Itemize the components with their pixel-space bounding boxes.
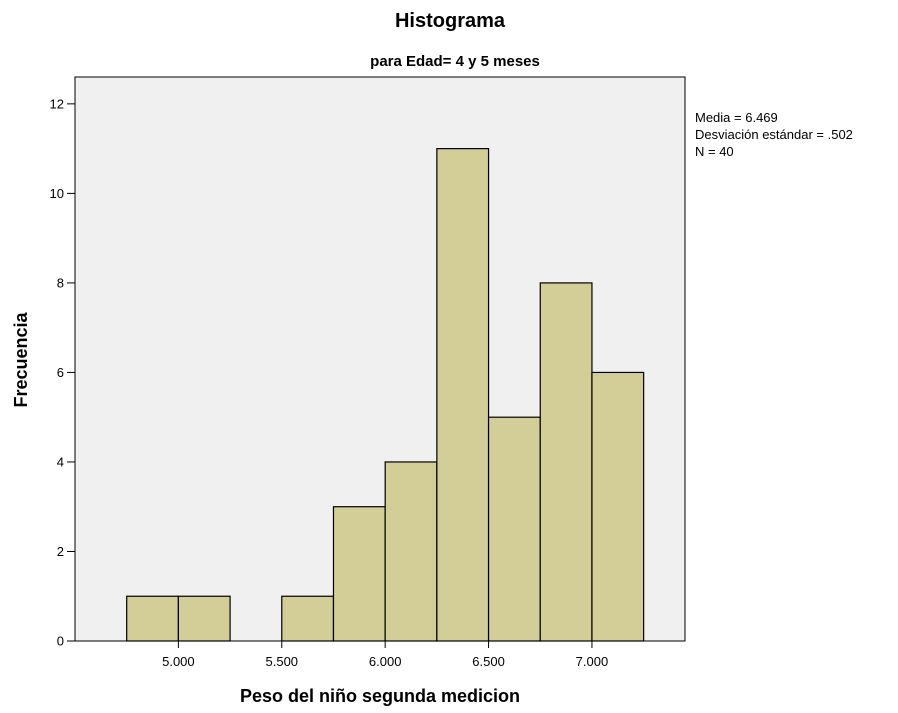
stats-mean: Media = 6.469 xyxy=(695,110,778,125)
x-tick-label: 6.000 xyxy=(369,654,402,669)
x-axis: 5.000 5.500 6.000 6.500 7.000 xyxy=(162,641,608,669)
histogram-bar xyxy=(177,595,231,642)
histogram-bar xyxy=(384,461,438,642)
bars-layer xyxy=(126,148,645,642)
y-tick-label: 6 xyxy=(57,365,64,380)
stats-legend: Media = 6.469 Desviación estándar = .502… xyxy=(695,110,853,159)
histogram-bar xyxy=(436,148,490,642)
x-tick-label: 7.000 xyxy=(576,654,609,669)
histogram-bar xyxy=(591,371,645,642)
y-axis-label: Frecuencia xyxy=(11,311,31,407)
y-tick-label: 12 xyxy=(50,96,64,111)
histogram-bar xyxy=(126,595,179,642)
y-axis: 0 2 4 6 8 10 12 xyxy=(50,96,75,649)
x-tick-label: 5.000 xyxy=(162,654,195,669)
histogram-bar xyxy=(487,416,541,642)
chart-title: Histograma xyxy=(395,10,506,32)
y-tick-label: 0 xyxy=(57,634,64,649)
y-tick-label: 8 xyxy=(57,275,64,290)
y-tick-label: 10 xyxy=(50,186,64,201)
x-axis-label: Peso del niño segunda medicion xyxy=(240,686,520,706)
y-tick-label: 2 xyxy=(57,544,64,559)
histogram-bar xyxy=(332,506,386,642)
histogram-bar xyxy=(281,595,335,642)
stats-n: N = 40 xyxy=(695,144,734,159)
x-tick-label: 5.500 xyxy=(266,654,299,669)
y-tick-label: 4 xyxy=(57,454,64,469)
histogram-bar xyxy=(539,282,593,642)
stats-std: Desviación estándar = .502 xyxy=(695,127,853,142)
chart-subtitle: para Edad= 4 y 5 meses xyxy=(370,53,540,70)
x-tick-label: 6.500 xyxy=(472,654,505,669)
